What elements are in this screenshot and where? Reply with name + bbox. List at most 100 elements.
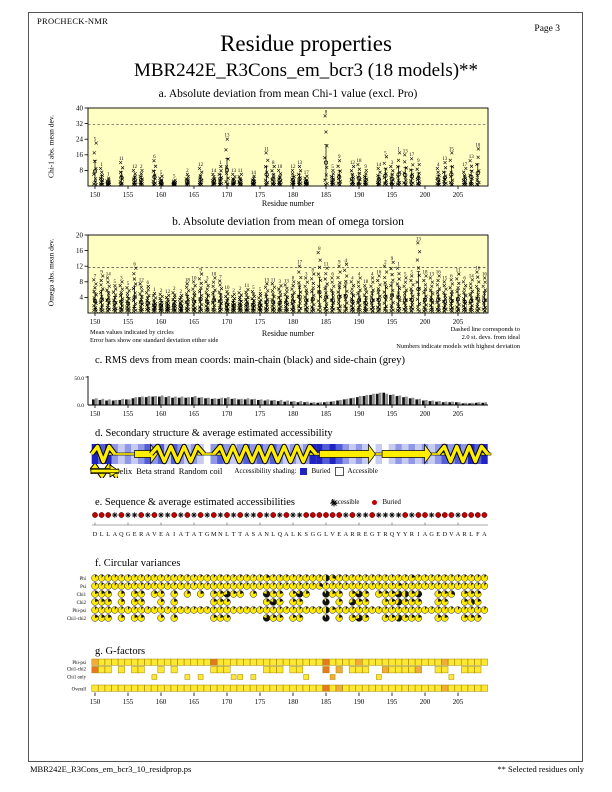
svg-text:180: 180	[288, 698, 299, 706]
svg-text:2: 2	[180, 290, 183, 295]
svg-text:4: 4	[437, 163, 440, 168]
svg-text:R: R	[383, 531, 388, 538]
svg-text:Y: Y	[396, 531, 401, 538]
svg-text:L: L	[271, 531, 275, 538]
svg-text:Chi1: Chi1	[77, 593, 87, 598]
svg-text:Overall: Overall	[72, 688, 87, 693]
svg-text:195: 195	[387, 698, 398, 706]
svg-text:11: 11	[271, 278, 276, 283]
svg-text:K: K	[297, 531, 302, 538]
svg-text:1: 1	[397, 263, 400, 268]
chart-b-note-left: Mean values indicated by circles Error b…	[90, 329, 218, 346]
svg-text:14: 14	[376, 163, 382, 168]
svg-text:12: 12	[165, 290, 171, 295]
svg-text:E: E	[159, 531, 163, 538]
svg-text:195: 195	[387, 191, 398, 199]
svg-text:1: 1	[107, 173, 110, 178]
svg-text:7: 7	[219, 276, 222, 281]
svg-text:4: 4	[371, 272, 374, 277]
svg-text:E: E	[337, 531, 341, 538]
svg-text:155: 155	[123, 191, 134, 199]
svg-text:6: 6	[133, 263, 136, 268]
svg-text:A: A	[179, 531, 184, 538]
svg-text:A: A	[146, 531, 151, 538]
svg-text:Q: Q	[390, 531, 395, 538]
svg-text:S: S	[252, 531, 256, 538]
svg-text:11: 11	[324, 263, 329, 268]
svg-text:L: L	[291, 531, 295, 538]
svg-text:A: A	[165, 531, 170, 538]
svg-text:4: 4	[351, 276, 354, 281]
svg-text:13: 13	[416, 237, 422, 242]
svg-text:13: 13	[264, 278, 270, 283]
svg-text:12: 12	[350, 161, 356, 166]
accessible-asterisk-icon	[330, 499, 338, 506]
key-accessible-label: Accessible	[347, 467, 378, 475]
shading-label: Accessibility shading:	[234, 467, 297, 475]
svg-text:5: 5	[173, 175, 176, 180]
svg-text:16: 16	[76, 247, 84, 255]
svg-text:L: L	[100, 531, 104, 538]
svg-text:1: 1	[153, 288, 156, 293]
svg-text:V: V	[449, 531, 454, 538]
svg-text:190: 190	[354, 318, 365, 326]
svg-text:Phi-psi: Phi-psi	[72, 661, 86, 666]
buried-dot-icon	[372, 500, 378, 505]
svg-text:6: 6	[153, 155, 156, 160]
svg-text:9: 9	[391, 257, 394, 262]
footer-filename: MBR242E_R3Cons_em_bcr3_10_residprop.ps	[30, 764, 192, 774]
svg-text:T: T	[199, 531, 203, 538]
svg-text:150: 150	[90, 191, 101, 199]
svg-text:2: 2	[186, 169, 189, 174]
svg-text:N: N	[218, 531, 223, 538]
svg-text:8: 8	[272, 161, 275, 166]
svg-text:V: V	[330, 531, 335, 538]
svg-text:175: 175	[255, 191, 266, 199]
svg-text:L: L	[106, 531, 110, 538]
svg-text:14: 14	[251, 171, 257, 176]
svg-text:18: 18	[423, 270, 429, 275]
svg-text:5: 5	[94, 138, 97, 143]
svg-text:165: 165	[189, 318, 200, 326]
svg-text:I: I	[417, 531, 419, 538]
svg-text:Phi: Phi	[80, 577, 87, 582]
svg-text:16: 16	[76, 151, 84, 159]
svg-text:A: A	[245, 531, 250, 538]
section-g-title: g. G-factors	[95, 646, 146, 657]
svg-text:13: 13	[442, 157, 448, 162]
buried-swatch-icon	[300, 467, 308, 475]
svg-text:160: 160	[156, 698, 167, 706]
svg-text:8: 8	[325, 110, 328, 115]
note-dashed-line: Dashed line corresponds to	[450, 326, 520, 333]
svg-text:A: A	[456, 531, 461, 538]
svg-text:185: 185	[321, 318, 332, 326]
svg-text:E: E	[364, 531, 368, 538]
note-mean-values: Mean values indicated by circles	[90, 329, 174, 336]
svg-text:I: I	[173, 531, 175, 538]
accessible-swatch-icon	[334, 466, 344, 476]
svg-text:1: 1	[397, 147, 400, 152]
svg-text:15: 15	[449, 147, 455, 152]
svg-text:N: N	[264, 531, 269, 538]
svg-text:D: D	[443, 531, 448, 538]
key-strand-label: Beta strand	[136, 466, 175, 476]
svg-text:R: R	[463, 531, 468, 538]
note-error-bars: Error bars show one standard deviation e…	[90, 337, 219, 345]
svg-text:9: 9	[338, 155, 341, 160]
svg-text:180: 180	[288, 191, 299, 199]
svg-text:L: L	[469, 531, 473, 538]
svg-text:17: 17	[462, 163, 468, 168]
svg-text:A: A	[423, 531, 428, 538]
svg-text:A: A	[258, 531, 263, 538]
svg-text:190: 190	[354, 191, 365, 199]
svg-text:4: 4	[345, 259, 348, 264]
svg-text:12: 12	[76, 263, 84, 271]
section-d-title: d. Secondary structure & average estimat…	[95, 428, 333, 439]
random-coil-icon	[90, 469, 120, 473]
chart-a-xlabel: Residue number	[261, 199, 315, 208]
legend-accessible-label: Accessible	[330, 499, 360, 506]
svg-text:200: 200	[420, 410, 431, 418]
svg-text:3: 3	[305, 272, 308, 277]
svg-text:M: M	[211, 531, 217, 538]
